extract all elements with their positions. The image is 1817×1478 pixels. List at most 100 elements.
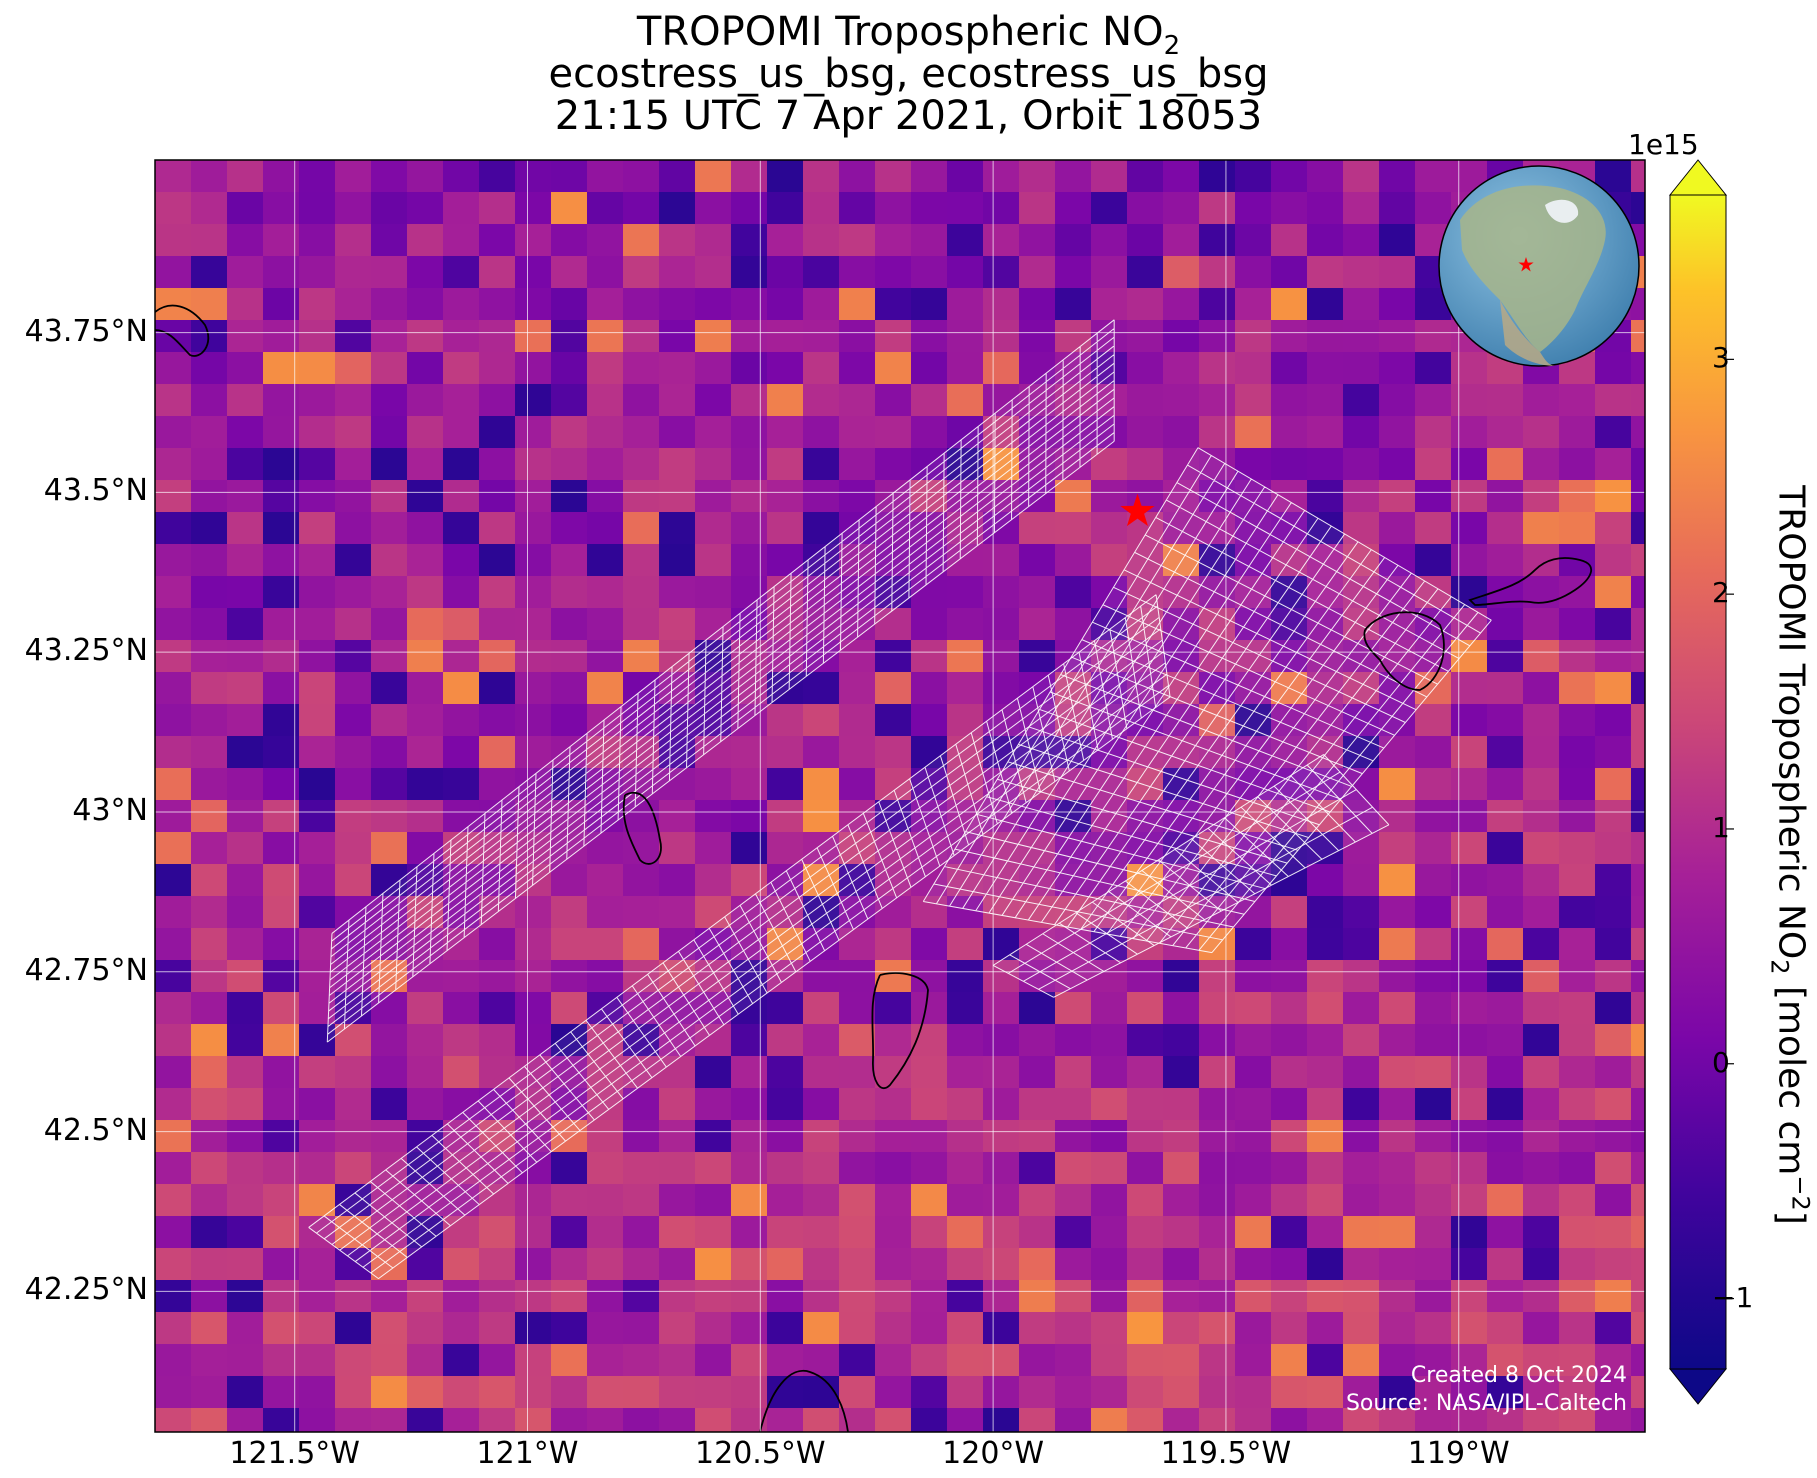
lake-outline xyxy=(1468,557,1593,606)
no2-pixel xyxy=(947,992,984,1025)
no2-pixel xyxy=(695,768,732,801)
no2-pixel xyxy=(1235,1120,1272,1153)
site-star-icon[interactable] xyxy=(1120,493,1155,527)
globe-inset xyxy=(1438,165,1640,367)
no2-pixel xyxy=(263,896,300,929)
no2-pixel xyxy=(1343,224,1380,257)
no2-pixel xyxy=(1271,1184,1308,1217)
no2-pixel xyxy=(1379,1280,1416,1313)
no2-pixel xyxy=(1451,544,1488,577)
no2-pixel xyxy=(407,288,444,321)
no2-pixel xyxy=(1343,1248,1380,1281)
no2-pixel xyxy=(731,352,768,385)
no2-pixel xyxy=(1127,160,1164,193)
no2-pixel xyxy=(1091,160,1128,193)
no2-pixel xyxy=(695,1184,732,1217)
no2-pixel xyxy=(1055,1312,1092,1345)
no2-pixel xyxy=(911,256,948,289)
no2-pixel xyxy=(731,800,768,833)
no2-pixel xyxy=(1487,1312,1524,1345)
no2-pixel xyxy=(299,544,336,577)
no2-pixel xyxy=(1019,1056,1056,1089)
no2-pixel xyxy=(1235,416,1272,449)
no2-pixel xyxy=(335,1120,372,1153)
no2-pixel xyxy=(947,416,984,449)
no2-pixel xyxy=(263,320,300,353)
no2-pixel xyxy=(299,352,336,385)
no2-pixel xyxy=(1199,800,1236,833)
no2-pixel xyxy=(983,992,1020,1025)
no2-pixel xyxy=(155,1152,192,1185)
no2-pixel xyxy=(299,672,336,705)
no2-pixel xyxy=(1523,960,1560,993)
no2-pixel xyxy=(479,256,516,289)
no2-pixel xyxy=(1127,992,1164,1025)
no2-pixel xyxy=(1559,896,1596,929)
no2-pixel xyxy=(1631,1216,1645,1249)
no2-pixel xyxy=(335,1184,372,1217)
no2-pixel xyxy=(1127,832,1164,865)
no2-pixel xyxy=(1487,608,1524,641)
no2-pixel xyxy=(947,224,984,257)
no2-pixel xyxy=(299,576,336,609)
no2-pixel xyxy=(983,640,1020,673)
lon-label: 121.5°W xyxy=(229,1436,360,1471)
no2-pixel xyxy=(551,288,588,321)
no2-pixel xyxy=(1271,192,1308,225)
no2-pixel xyxy=(623,1376,660,1409)
no2-pixel xyxy=(1415,672,1452,705)
no2-pixel xyxy=(551,256,588,289)
no2-pixel xyxy=(155,800,192,833)
no2-pixel xyxy=(407,576,444,609)
no2-pixel xyxy=(1307,1216,1344,1249)
no2-pixel xyxy=(407,992,444,1025)
no2-pixel xyxy=(1235,1312,1272,1345)
no2-pixel xyxy=(191,1344,228,1377)
no2-pixel xyxy=(587,672,624,705)
no2-pixel xyxy=(299,1408,336,1432)
no2-pixel xyxy=(1091,576,1128,609)
no2-pixel xyxy=(623,1120,660,1153)
no2-pixel xyxy=(1019,512,1056,545)
no2-pixel xyxy=(1019,992,1056,1025)
no2-pixel xyxy=(1343,1312,1380,1345)
no2-pixel xyxy=(1055,1024,1092,1057)
no2-pixel xyxy=(731,576,768,609)
no2-pixel xyxy=(1055,320,1092,353)
no2-pixel xyxy=(227,672,264,705)
no2-pixel xyxy=(299,1376,336,1409)
no2-pixel xyxy=(1415,1120,1452,1153)
no2-pixel xyxy=(587,512,624,545)
no2-pixel xyxy=(1235,1056,1272,1089)
no2-pixel xyxy=(443,992,480,1025)
no2-pixel xyxy=(1019,1120,1056,1153)
no2-pixel xyxy=(1091,1344,1128,1377)
no2-pixel xyxy=(1559,416,1596,449)
no2-pixel xyxy=(983,608,1020,641)
no2-pixel xyxy=(1379,384,1416,417)
no2-pixel xyxy=(1379,416,1416,449)
no2-pixel xyxy=(623,832,660,865)
no2-pixel xyxy=(695,1376,732,1409)
no2-pixel xyxy=(191,1216,228,1249)
no2-pixel xyxy=(407,480,444,513)
no2-pixel xyxy=(1271,1152,1308,1185)
no2-pixel xyxy=(1055,288,1092,321)
no2-pixel xyxy=(1307,224,1344,257)
no2-pixel xyxy=(1199,192,1236,225)
no2-pixel xyxy=(1091,1184,1128,1217)
title-line-2: ecostress_us_bsg, ecostress_us_bsg xyxy=(548,51,1269,97)
no2-pixel xyxy=(1379,1184,1416,1217)
no2-pixel xyxy=(1235,576,1272,609)
no2-pixel xyxy=(1019,640,1056,673)
no2-pixel xyxy=(1487,992,1524,1025)
no2-pixel xyxy=(659,1216,696,1249)
no2-pixel xyxy=(623,320,660,353)
no2-pixel xyxy=(551,960,588,993)
no2-pixel xyxy=(1559,1280,1596,1313)
no2-pixel xyxy=(1559,1216,1596,1249)
lon-label: 120.5°W xyxy=(695,1436,826,1471)
lake-outlines xyxy=(155,304,1593,1432)
no2-pixel xyxy=(875,1312,912,1345)
no2-pixel xyxy=(1451,1312,1488,1345)
